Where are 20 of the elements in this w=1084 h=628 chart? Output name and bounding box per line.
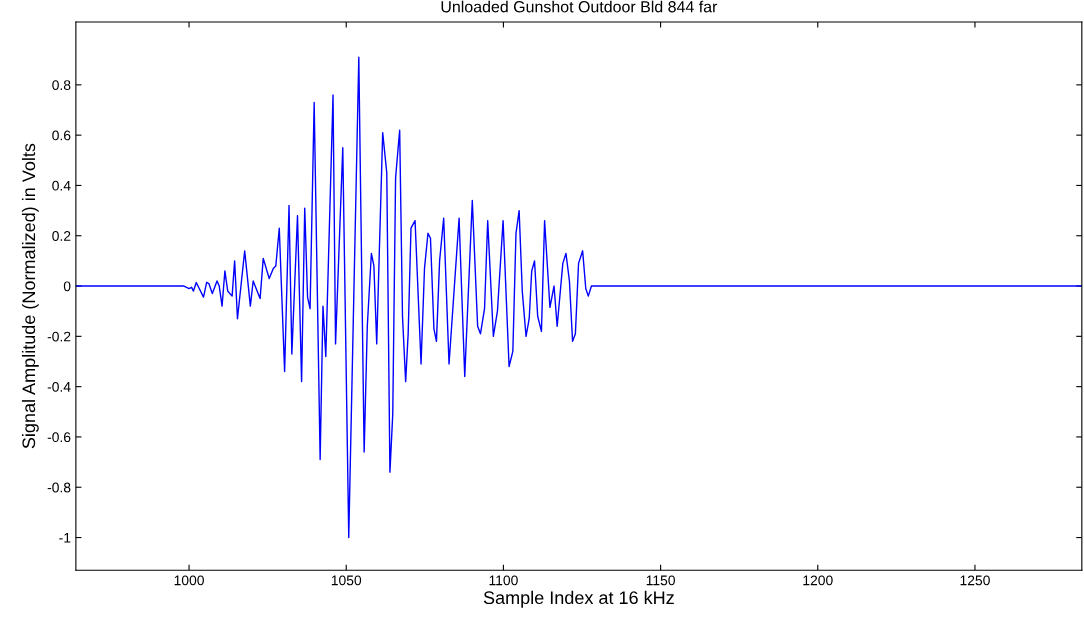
y-tick-label: -0.4 [47,381,71,392]
y-tick-label: -0.8 [47,482,71,493]
y-axis-title: Signal Amplitude (Normalized) in Volts [21,143,39,449]
y-tick-label: 0 [63,281,71,292]
y-tick-label: 0.2 [52,231,71,241]
x-tick-label: 1000 [174,575,204,586]
y-tick-label: -0.2 [47,331,71,342]
x-tick-label: 1100 [489,575,518,586]
x-tick-label: 1200 [803,575,833,586]
y-tick-label: -0.6 [47,432,71,443]
chart-title: Unloaded Gunshot Outdoor Bld 844 far [441,0,718,13]
y-tick-label: 0.6 [52,130,71,141]
y-tick-label: 0.4 [52,180,71,191]
y-tick-label: -1 [59,533,71,543]
x-tick-label: 1250 [960,575,990,586]
y-tick-label: 0.8 [52,80,71,91]
x-tick-label: 1050 [331,575,362,586]
x-axis-title: Sample Index at 16 kHz [483,590,674,608]
x-tick-label: 1150 [646,575,675,586]
line-series [75,56,1082,539]
